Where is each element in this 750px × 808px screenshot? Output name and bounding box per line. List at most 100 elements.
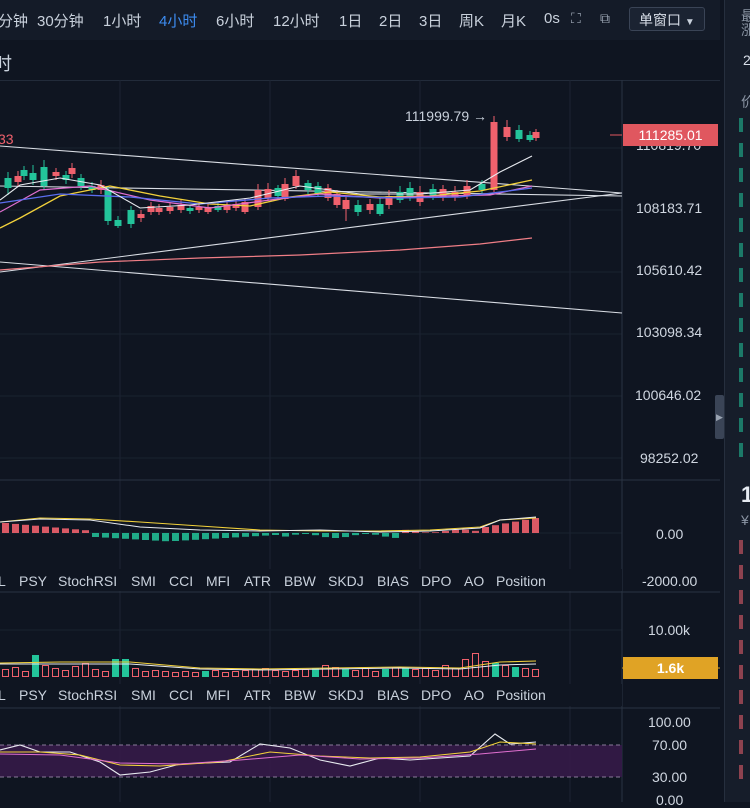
chart-area[interactable] <box>0 0 720 802</box>
macd-bar <box>522 519 529 533</box>
ma-line-red <box>0 237 533 271</box>
volume-bar <box>152 670 159 677</box>
candle-body <box>166 207 174 211</box>
tab-indicator-psy[interactable]: PSY <box>19 573 48 589</box>
order-book-row <box>739 343 750 357</box>
window-mode-select[interactable]: 单窗口 ▼ <box>629 7 705 31</box>
tab-timeframe-2d[interactable]: 2日 <box>379 13 403 30</box>
panel-top-text: 2 <box>743 52 750 68</box>
tab-indicator-atr[interactable]: ATR <box>244 687 271 703</box>
candle-body <box>324 188 332 198</box>
candle-body <box>314 186 322 194</box>
macd-bar <box>122 533 129 539</box>
macd-bar <box>42 526 49 533</box>
tab-timeframe-1h[interactable]: 1小时 <box>103 13 142 30</box>
tab-indicator-skdj[interactable]: SKDJ <box>328 687 364 703</box>
tab-timeframe-week[interactable]: 周K <box>459 13 485 30</box>
macd-bar <box>482 527 489 533</box>
order-book-row <box>739 118 750 132</box>
tab-indicator-cci[interactable]: CCI <box>169 573 194 589</box>
left-price-label: 33 <box>0 131 14 147</box>
macd-bar <box>272 533 279 535</box>
tab-indicator-smi[interactable]: SMI <box>131 573 156 589</box>
macd-bar <box>492 525 499 533</box>
tab-indicator-ao[interactable]: AO <box>464 687 485 703</box>
macd-bar <box>72 529 79 533</box>
tab-indicator-psy[interactable]: PSY <box>19 687 48 703</box>
macd-axis-label: -2000.00 <box>642 573 698 589</box>
volume-bar <box>222 672 229 677</box>
volume-bar <box>392 667 399 677</box>
current-price-badge: 111285.01 <box>623 124 718 146</box>
volume-bar <box>232 671 239 677</box>
tab-indicator-dpo[interactable]: DPO <box>421 687 452 703</box>
candle-body <box>515 130 523 139</box>
tab-indicator-position[interactable]: Position <box>496 687 546 703</box>
tab-timeframe-4h[interactable]: 4小时 <box>159 13 198 30</box>
candle-body <box>451 192 459 197</box>
volume-bar <box>522 668 529 677</box>
tab-indicator-stochrsi[interactable]: StochRSI <box>58 573 118 589</box>
order-book-row <box>739 690 750 704</box>
tab-indicator-stochrsi[interactable]: StochRSI <box>58 687 118 703</box>
macd-bar <box>452 529 459 533</box>
tab-indicator-ao[interactable]: AO <box>464 573 485 589</box>
candle-body <box>439 189 447 197</box>
tab-timeframe-month[interactable]: 月K <box>501 13 527 30</box>
tab-indicator-bias[interactable]: BIAS <box>377 687 409 703</box>
macd-bar <box>462 529 469 533</box>
order-book-row <box>739 443 750 457</box>
rsi-axis-label: 70.00 <box>652 737 688 753</box>
tab-indicator-skdj[interactable]: SKDJ <box>328 573 364 589</box>
fullscreen-icon[interactable]: ⛶ <box>571 10 581 26</box>
rsi-ma-line <box>0 748 537 765</box>
volume-bar <box>242 670 249 677</box>
collapse-handle[interactable]: ▶ <box>715 395 724 439</box>
tab-timeframe-3d[interactable]: 3日 <box>419 13 443 30</box>
volume-bar <box>302 669 309 677</box>
rsi-axis-label: 0.00 <box>656 792 684 808</box>
tab-indicator-l[interactable]: L <box>0 687 6 703</box>
tab-timeframe-minute[interactable]: 分钟 <box>0 13 29 30</box>
tab-timeframe-6h[interactable]: 6小时 <box>216 13 255 30</box>
rsi-axis-label: 30.00 <box>652 769 688 785</box>
candle-body <box>62 175 70 180</box>
tab-indicator-atr[interactable]: ATR <box>244 573 271 589</box>
order-book-row <box>739 590 750 604</box>
popout-icon[interactable]: ⧉ <box>600 10 610 26</box>
tab-indicator-mfi[interactable]: MFI <box>206 573 231 589</box>
tab-indicator-smi[interactable]: SMI <box>131 687 156 703</box>
volume-bar <box>252 669 259 677</box>
candle-body <box>463 186 471 196</box>
macd-bar <box>222 533 229 538</box>
volume-bar <box>182 671 189 677</box>
tab-indicator-bbw[interactable]: BBW <box>284 573 316 589</box>
volume-bar <box>502 665 509 677</box>
tab-indicator-bias[interactable]: BIAS <box>377 573 409 589</box>
macd-bar <box>102 533 109 538</box>
order-book-row <box>739 715 750 729</box>
macd-bar <box>422 532 429 533</box>
window-mode-label: 单窗口 <box>639 12 681 28</box>
macd-bar <box>432 532 439 533</box>
candle-body <box>29 173 37 180</box>
order-book-row <box>739 218 750 232</box>
tab-timeframe-30min[interactable]: 30分钟 <box>37 13 84 30</box>
tab-timeframe-12h[interactable]: 12小时 <box>273 13 320 30</box>
candle-body <box>52 172 60 176</box>
tab-indicator-cci[interactable]: CCI <box>169 687 194 703</box>
tab-indicator-mfi[interactable]: MFI <box>206 687 231 703</box>
macd-bar <box>22 524 29 533</box>
tab-indicator-bbw[interactable]: BBW <box>284 687 316 703</box>
candle-body <box>14 176 22 182</box>
tab-timeframe-1d[interactable]: 1日 <box>339 13 363 30</box>
candle-body <box>385 196 393 205</box>
tab-timeframe-0s[interactable]: 0s <box>544 10 560 27</box>
ma-line-white <box>0 155 533 209</box>
tab-indicator-l[interactable]: L <box>0 573 6 589</box>
tab-indicator-dpo[interactable]: DPO <box>421 573 452 589</box>
macd-line <box>0 516 537 533</box>
volume-bar <box>192 672 199 677</box>
chevron-down-icon: ▼ <box>684 17 695 28</box>
tab-indicator-position[interactable]: Position <box>496 573 546 589</box>
